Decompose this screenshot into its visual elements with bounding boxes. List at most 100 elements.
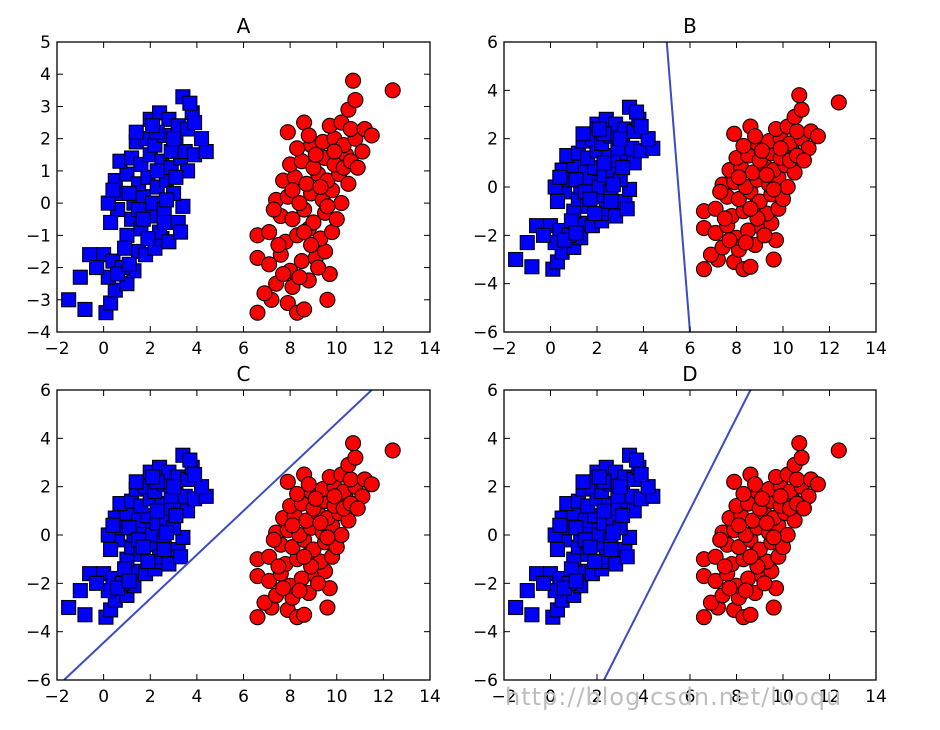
- circle-point: [265, 201, 282, 218]
- square-point: [135, 211, 151, 227]
- red-circle-series: [695, 435, 847, 626]
- x-tick-label: 12: [819, 339, 841, 359]
- circle-point: [293, 253, 310, 270]
- y-tick-label: 2: [40, 130, 51, 150]
- square-point: [535, 575, 552, 591]
- red-circle-series: [695, 87, 847, 278]
- circle-point: [275, 580, 292, 597]
- square-point: [519, 235, 535, 251]
- subplot-c: −2 0 2 4 6 8 10 12 14 −6 −4 −2 0 2 4 6 C: [26, 362, 441, 707]
- circle-point: [284, 539, 301, 556]
- circle-point: [735, 137, 752, 154]
- circle-point: [296, 224, 313, 241]
- square-point: [587, 206, 603, 222]
- circle-point: [319, 599, 336, 616]
- square-point: [612, 479, 628, 495]
- circle-point: [261, 548, 278, 565]
- square-point: [612, 131, 628, 147]
- y-tick-label: 3: [40, 97, 51, 117]
- subplot-title: D: [682, 362, 697, 386]
- square-point: [619, 549, 635, 565]
- subplot-title: B: [683, 14, 697, 38]
- subplot-b: −2 0 2 4 6 8 10 12 14 −6 −4 −2 0 2 4 6 B: [473, 14, 887, 359]
- circle-point: [284, 517, 301, 534]
- separating-line: [63, 390, 373, 680]
- circle-point: [284, 211, 301, 228]
- circle-point: [716, 210, 733, 227]
- circle-point: [742, 258, 759, 275]
- circle-point: [296, 606, 313, 623]
- circle-point: [345, 435, 362, 452]
- circle-point: [730, 169, 747, 186]
- circle-point: [765, 599, 782, 616]
- circle-point: [249, 609, 266, 626]
- y-tick-label: 4: [487, 429, 498, 449]
- square-point: [159, 525, 175, 541]
- square-point: [582, 191, 598, 207]
- separating-line: [603, 390, 752, 680]
- circle-point: [737, 234, 754, 251]
- x-tick-label: 4: [638, 339, 649, 359]
- blue-square-series: [61, 89, 214, 321]
- subplot-title: A: [237, 14, 251, 38]
- y-tick-label: −4: [473, 275, 498, 295]
- separating-line: [665, 42, 691, 332]
- x-tick-label: 0: [545, 687, 556, 707]
- square-point: [508, 599, 524, 616]
- square-point: [61, 599, 77, 616]
- square-point: [605, 177, 621, 193]
- square-point: [605, 525, 621, 541]
- circle-point: [702, 246, 719, 263]
- circle-point: [795, 500, 812, 517]
- circle-point: [261, 224, 278, 241]
- square-point: [591, 121, 607, 137]
- square-point: [519, 583, 535, 599]
- square-point: [119, 227, 135, 243]
- circle-point: [730, 191, 747, 208]
- x-tick-label: 12: [819, 687, 841, 707]
- square-point: [568, 225, 584, 241]
- square-point: [524, 607, 540, 623]
- square-point: [166, 479, 182, 495]
- x-tick-label: 4: [191, 339, 202, 359]
- circle-point: [793, 449, 810, 466]
- y-tick-label: 6: [487, 381, 498, 401]
- circle-point: [707, 572, 724, 589]
- square-point: [103, 541, 119, 558]
- square-point: [149, 163, 165, 179]
- square-point: [110, 266, 126, 282]
- x-tick-label: 14: [419, 687, 441, 707]
- circle-point: [702, 594, 719, 611]
- x-tick-label: 14: [419, 339, 441, 359]
- circle-point: [735, 485, 752, 502]
- circle-point: [300, 476, 317, 493]
- x-tick-label: −2: [491, 339, 516, 359]
- square-point: [186, 467, 203, 483]
- square-point: [173, 224, 189, 240]
- circle-point: [721, 580, 738, 597]
- circle-point: [261, 256, 278, 273]
- circle-point: [328, 211, 345, 228]
- x-tick-label: 8: [285, 687, 296, 707]
- x-tick-label: 6: [685, 339, 696, 359]
- x-tick-label: 10: [326, 687, 348, 707]
- circle-point: [772, 488, 789, 505]
- circle-point: [726, 125, 743, 142]
- y-tick-label: 2: [40, 478, 51, 498]
- x-tick-label: 6: [685, 687, 696, 707]
- square-point: [140, 554, 156, 570]
- circle-point: [270, 236, 287, 254]
- circle-point: [758, 166, 775, 183]
- circle-point: [830, 94, 847, 111]
- square-point: [193, 131, 210, 147]
- y-tick-label: −2: [26, 574, 51, 594]
- plot-area: [508, 42, 847, 332]
- circle-point: [345, 72, 362, 89]
- square-point: [135, 539, 151, 555]
- square-point: [549, 193, 566, 210]
- square-point: [628, 452, 645, 468]
- circle-point: [307, 490, 324, 507]
- circle-point: [261, 572, 278, 589]
- circle-point: [730, 517, 747, 534]
